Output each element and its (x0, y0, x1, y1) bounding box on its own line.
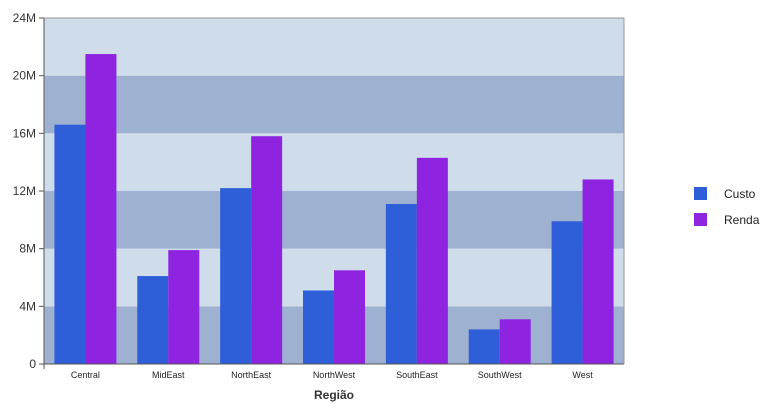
bar-custo-northeast (220, 188, 252, 364)
x-axis-ticks: Central MidEast NorthEast NorthWest SouthEas… (71, 370, 593, 380)
y-tick-label: 12M (13, 184, 36, 198)
bars (54, 54, 614, 365)
x-tick-label: NorthWest (313, 370, 356, 380)
plot-band (44, 18, 624, 76)
bar-custo-mideast (137, 276, 169, 364)
bar-custo-central (54, 124, 86, 364)
y-tick-label: 8M (19, 242, 36, 256)
y-tick-label: 20M (13, 69, 36, 83)
plot-band (44, 75, 624, 134)
axes (39, 17, 625, 369)
x-tick-label: SouthWest (478, 370, 522, 380)
y-tick-label: 24M (13, 11, 36, 25)
y-axis-ticks: 0 4M 8M 12M 16M 20M 24M (13, 11, 44, 371)
bar-custo-southeast (385, 203, 417, 364)
x-axis-label: Região (314, 388, 354, 402)
x-tick-label: SouthEast (396, 370, 438, 380)
plot-background-bands (44, 18, 624, 364)
legend-label-custo: Custo (724, 187, 756, 201)
y-tick-label: 16M (13, 126, 36, 140)
bar-renda-northwest (334, 270, 365, 364)
bar-custo-northwest (303, 290, 334, 364)
x-tick-label: NorthEast (231, 370, 272, 380)
bar-custo-west (551, 221, 583, 364)
y-tick-label: 0 (29, 357, 36, 371)
x-tick-label: MidEast (152, 370, 185, 380)
bar-renda-mideast (168, 250, 200, 364)
legend-label-renda: Renda (724, 213, 760, 227)
legend-swatch-custo (694, 187, 707, 200)
legend-swatch-renda (694, 213, 707, 226)
x-tick-label: Central (71, 370, 100, 380)
plot-band (44, 191, 624, 249)
bar-renda-southeast (416, 157, 448, 364)
x-tick-label: West (572, 370, 593, 380)
bar-renda-southwest (499, 319, 531, 364)
bar-renda-central (85, 54, 117, 365)
bar-renda-northeast (251, 136, 283, 364)
bar-custo-southwest (468, 329, 500, 364)
bar-renda-west (582, 179, 614, 364)
legend: Custo Renda (694, 187, 760, 227)
plot-band (44, 133, 624, 191)
y-tick-label: 4M (19, 299, 36, 313)
